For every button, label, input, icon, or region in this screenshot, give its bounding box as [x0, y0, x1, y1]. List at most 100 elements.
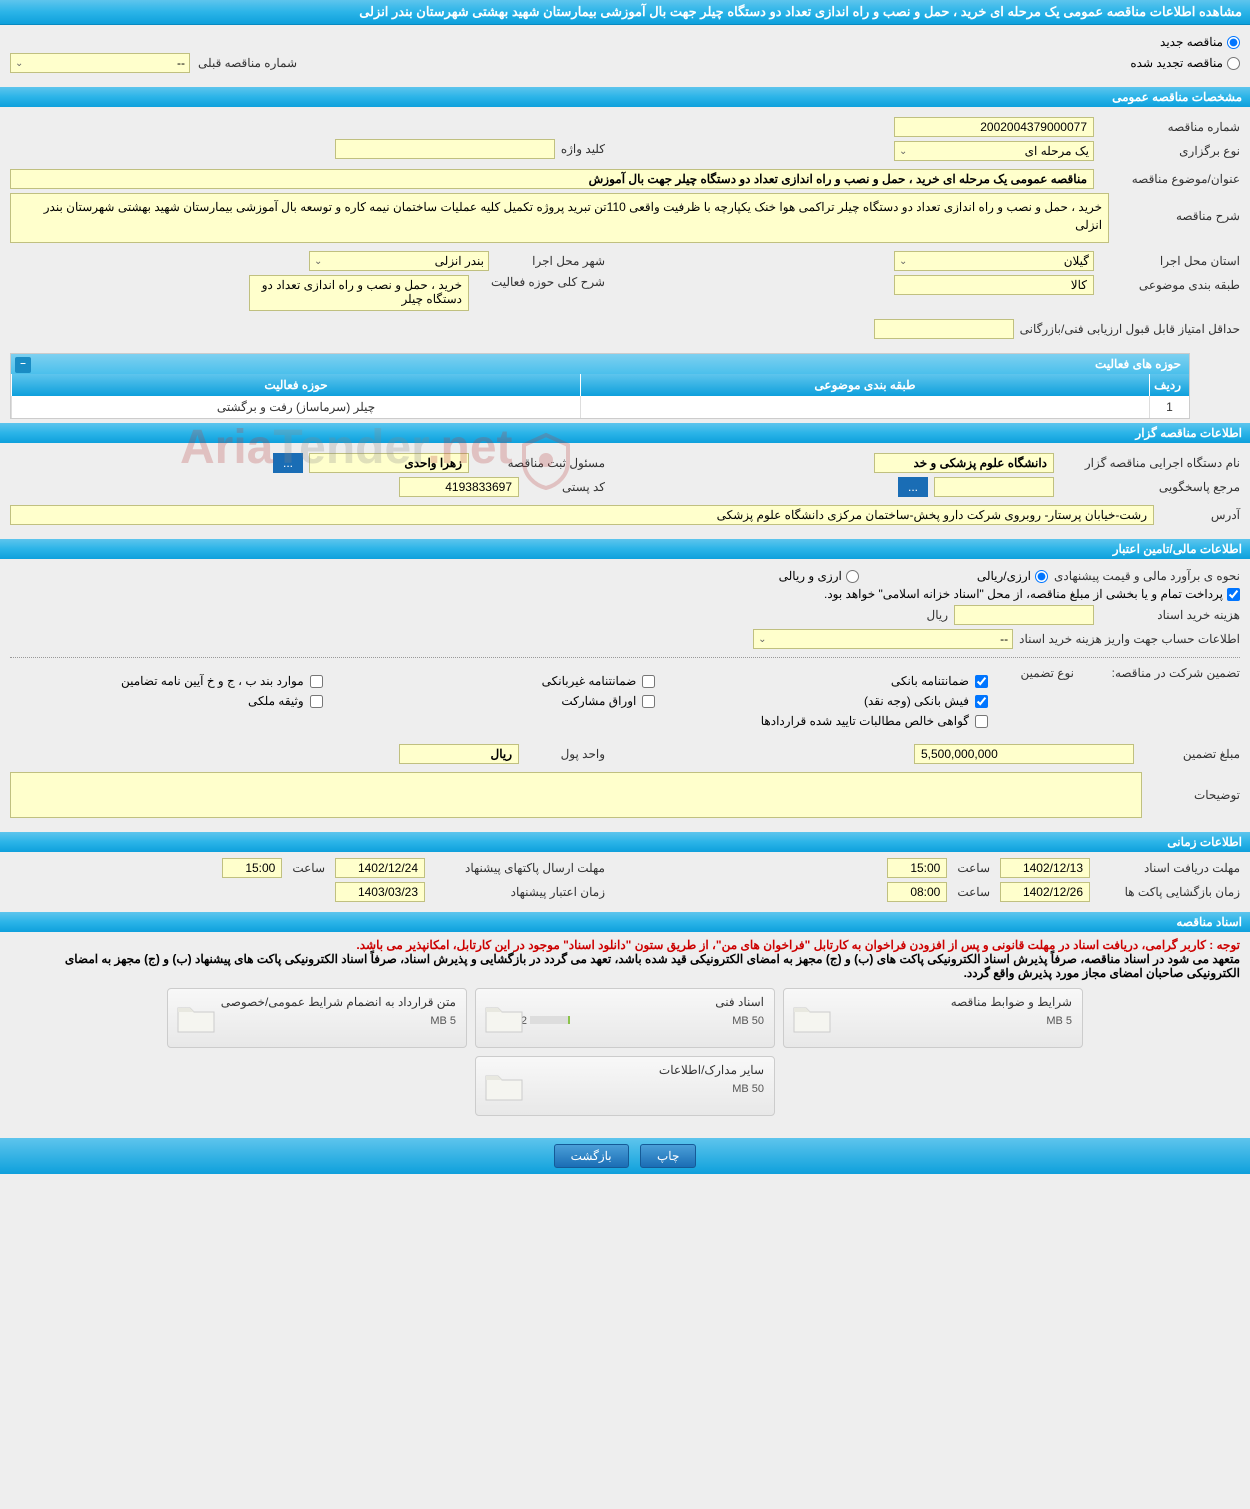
org-label: نام دستگاه اجرایی مناقصه گزار — [1060, 456, 1240, 470]
send-label: مهلت ارسال پاکتهای پیشنهاد — [435, 861, 605, 875]
description-field: خرید ، حمل و نصب و راه اندازی تعداد دو د… — [10, 193, 1109, 243]
page-title: مشاهده اطلاعات مناقصه عمومی یک مرحله ای … — [0, 0, 1250, 25]
radio-rial-input[interactable] — [1035, 570, 1048, 583]
category-field: کالا — [894, 275, 1094, 295]
gt-bylaws[interactable]: موارد بند ب ، ج و خ آیین نامه تضامین — [10, 674, 323, 688]
folder-icon — [176, 1002, 216, 1034]
activity-desc-label: شرح کلی حوزه فعالیت — [475, 275, 605, 289]
radio-renewed-label: مناقصه تجدید شده — [1130, 56, 1223, 70]
section-general-header: مشخصات مناقصه عمومی — [0, 87, 1250, 107]
responder-label: مرجع پاسخگویی — [1060, 480, 1240, 494]
doc-card[interactable]: شرایط و ضوابط مناقصه5 MB 0 MB — [783, 988, 1083, 1048]
chevron-down-icon: ⌄ — [899, 256, 907, 267]
row-area: چیلر (سرماساز) رفت و برگشتی — [11, 396, 580, 418]
province-select[interactable]: گیلان ⌄ — [894, 251, 1094, 271]
doc-fee-field[interactable] — [954, 605, 1094, 625]
open-date: 1402/12/26 — [1000, 882, 1090, 902]
doc-card[interactable]: متن قرارداد به انضمام شرایط عمومی/خصوصی5… — [167, 988, 467, 1048]
doc-cap: 5 MB — [1046, 1015, 1072, 1027]
holding-type-select[interactable]: یک مرحله ای ⌄ — [894, 141, 1094, 161]
doc-cap: 5 MB — [430, 1015, 456, 1027]
tender-number-label: شماره مناقصه — [1100, 120, 1240, 134]
radio-currency-text: ارزی و ریالی — [779, 569, 842, 583]
radio-new-tender[interactable]: مناقصه جدید — [1160, 35, 1240, 49]
prev-number-label: شماره مناقصه قبلی — [198, 56, 297, 70]
back-button[interactable]: بازگشت — [554, 1144, 629, 1168]
col-idx-header: ردیف — [1149, 374, 1189, 396]
keyword-field[interactable] — [335, 139, 555, 159]
radio-rial[interactable]: ارزی/ریالی — [977, 569, 1048, 583]
unit-field: ریال — [399, 744, 519, 764]
account-select[interactable]: -- ⌄ — [753, 629, 1013, 649]
doc-cap: 50 MB — [732, 1015, 764, 1027]
table-head-row: ردیف طبقه بندی موضوعی حوزه فعالیت — [11, 374, 1189, 396]
treasury-note: پرداخت تمام و یا بخشی از مبلغ مناقصه، از… — [824, 587, 1223, 601]
gt-bonds[interactable]: اوراق مشارکت — [343, 694, 656, 708]
chevron-down-icon: ⌄ — [899, 146, 907, 157]
doc-card[interactable]: اسناد فنی50 MB 2.32 MB — [475, 988, 775, 1048]
separator — [10, 657, 1240, 658]
bottom-toolbar: چاپ بازگشت — [0, 1138, 1250, 1174]
section-financial-header: اطلاعات مالی/تامین اعتبار — [0, 539, 1250, 559]
chevron-down-icon: ⌄ — [15, 58, 23, 69]
doc-title: شرایط و ضوابط مناقصه — [794, 995, 1072, 1009]
keyword-label: کلید واژه — [561, 142, 605, 156]
gt-cash[interactable]: فیش بانکی (وجه نقد) — [675, 694, 988, 708]
section-holder-header: اطلاعات مناقصه گزار — [0, 423, 1250, 443]
doc-card[interactable]: سایر مدارک/اطلاعات50 MB 0 MB — [475, 1056, 775, 1116]
gt-property[interactable]: وثیقه ملکی — [10, 694, 323, 708]
province-value: گیلان — [1064, 254, 1089, 268]
send-date: 1402/12/24 — [335, 858, 425, 878]
receive-time: 15:00 — [887, 858, 947, 878]
doc-cap: 50 MB — [732, 1083, 764, 1095]
description-label: شرح مناقصه — [1115, 193, 1240, 223]
print-button[interactable]: چاپ — [640, 1144, 696, 1168]
radio-renewed-tender[interactable]: مناقصه تجدید شده — [1130, 56, 1240, 70]
unit-label: واحد پول — [525, 747, 605, 761]
org-field: دانشگاه علوم پزشکی و خد — [874, 453, 1054, 473]
treasury-check-input[interactable] — [1227, 588, 1240, 601]
subject-label: عنوان/موضوع مناقصه — [1100, 172, 1240, 186]
col-category-header: طبقه بندی موضوعی — [580, 374, 1149, 396]
time-word-2: ساعت — [957, 885, 990, 899]
collapse-icon[interactable]: – — [15, 357, 31, 373]
chevron-down-icon: ⌄ — [314, 256, 322, 267]
send-time: 15:00 — [222, 858, 282, 878]
chevron-down-icon: ⌄ — [758, 634, 766, 645]
radio-renewed-input[interactable] — [1227, 57, 1240, 70]
gt-cert[interactable]: گواهی خالص مطالبات تایید شده قراردادها — [675, 714, 988, 728]
holding-type-value: یک مرحله ای — [1025, 144, 1089, 158]
responsible-label: مسئول ثبت مناقصه — [475, 456, 605, 470]
open-label: زمان بازگشایی پاکت ها — [1100, 885, 1240, 899]
activity-desc-field: خرید ، حمل و نصب و راه اندازی تعداد دو د… — [249, 275, 469, 311]
folder-icon — [484, 1002, 524, 1034]
treasury-checkbox[interactable]: پرداخت تمام و یا بخشی از مبلغ مناقصه، از… — [824, 587, 1240, 601]
guarantee-type-label: نوع تضمین — [994, 666, 1074, 680]
min-score-field[interactable] — [874, 319, 1014, 339]
city-select[interactable]: بندر انزلی ⌄ — [309, 251, 489, 271]
responder-field[interactable] — [934, 477, 1054, 497]
folder-icon — [792, 1002, 832, 1034]
radio-new-input[interactable] — [1227, 36, 1240, 49]
radio-currency[interactable]: ارزی و ریالی — [779, 569, 859, 583]
gt-nonbank[interactable]: ضمانتنامه غیربانکی — [343, 674, 656, 688]
estimate-label: نحوه ی برآورد مالی و قیمت پیشنهادی — [1054, 569, 1240, 583]
time-word-1: ساعت — [957, 861, 990, 875]
gt-bank[interactable]: ضمانتنامه بانکی — [675, 674, 988, 688]
amount-label: مبلغ تضمین — [1140, 747, 1240, 761]
responsible-lookup-button[interactable]: ... — [273, 453, 303, 473]
account-label: اطلاعات حساب جهت واریز هزینه خرید اسناد — [1019, 632, 1240, 646]
city-value: بندر انزلی — [435, 254, 484, 268]
col-area-header: حوزه فعالیت — [11, 374, 580, 396]
prev-number-select[interactable]: -- ⌄ — [10, 53, 190, 73]
account-value: -- — [1000, 632, 1008, 646]
radio-currency-input[interactable] — [846, 570, 859, 583]
notes-field[interactable] — [10, 772, 1142, 818]
postal-field: 4193833697 — [399, 477, 519, 497]
responder-lookup-button[interactable]: ... — [898, 477, 928, 497]
province-label: استان محل اجرا — [1100, 254, 1240, 268]
responsible-field: زهرا واحدی — [309, 453, 469, 473]
radio-new-label: مناقصه جدید — [1160, 35, 1223, 49]
docs-note-red: توجه : کاربر گرامی، دریافت اسناد در مهلت… — [10, 938, 1240, 952]
section-timing-header: اطلاعات زمانی — [0, 832, 1250, 852]
